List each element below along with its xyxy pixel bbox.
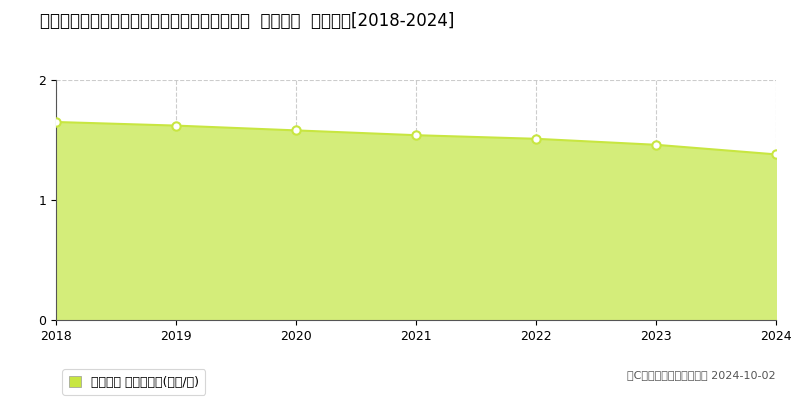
Text: （C）土地価格ドットコム 2024-10-02: （C）土地価格ドットコム 2024-10-02 [627, 370, 776, 380]
Legend: 基準地価 平均坪単価(万円/坪): 基準地価 平均坪単価(万円/坪) [62, 370, 206, 395]
Text: 北海道斜里郡小清水町元町１丁目１３１番２８  基準地価  地価推移[2018-2024]: 北海道斜里郡小清水町元町１丁目１３１番２８ 基準地価 地価推移[2018-202… [40, 12, 454, 30]
